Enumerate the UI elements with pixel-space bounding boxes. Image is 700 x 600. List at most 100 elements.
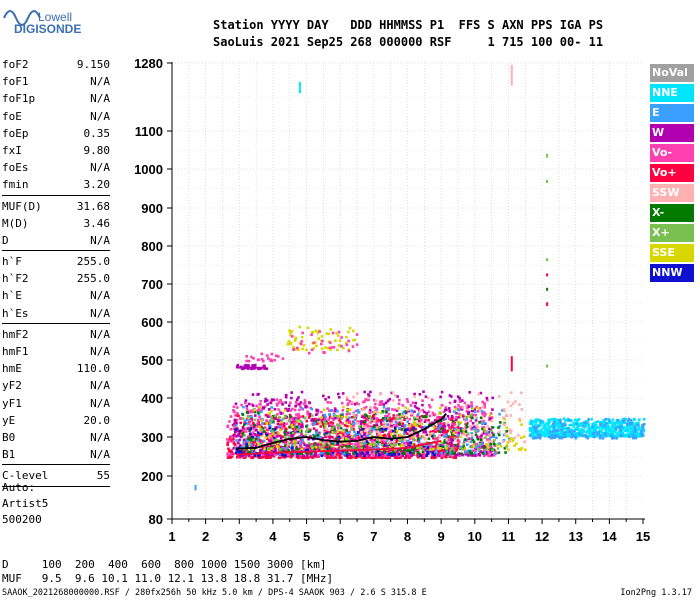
echo-pixel	[405, 398, 409, 401]
echo-pixel	[247, 402, 251, 406]
echo-pixel	[296, 398, 299, 401]
echo-pixel	[289, 415, 292, 418]
echo-pixel	[481, 426, 484, 429]
echo-pixel	[441, 433, 445, 437]
echo-pixel	[307, 441, 311, 445]
echo-pixel	[447, 450, 450, 454]
echo-pixel	[337, 438, 340, 442]
echo-pixel	[246, 418, 250, 421]
echo-pixel	[237, 432, 240, 436]
echo-pixel	[484, 436, 487, 439]
echo-pixel	[250, 409, 253, 412]
echo-pixel	[375, 407, 378, 410]
echo-stripe	[546, 179, 549, 183]
echo-pixel	[437, 429, 440, 433]
echo-pixel	[323, 420, 326, 424]
echo-pixel	[296, 419, 299, 423]
echo-pixel	[289, 409, 292, 412]
echo-pixel	[295, 445, 298, 449]
echo-pixel	[324, 417, 327, 421]
echo-pixel	[437, 422, 440, 425]
echo-pixel	[484, 430, 487, 433]
echo-pixel	[346, 418, 349, 422]
echo-pixel	[419, 445, 423, 448]
echo-pixel	[281, 453, 284, 457]
echo-pixel	[520, 391, 523, 395]
echo-pixel	[398, 398, 401, 402]
echo-pixel	[279, 412, 283, 415]
echo-pixel	[386, 399, 390, 402]
echo-pixel	[559, 421, 562, 424]
echo-pixel	[235, 406, 239, 409]
echo-pixel	[370, 452, 373, 455]
echo-pixel	[613, 423, 617, 427]
echo-pixel	[481, 400, 484, 404]
echo-pixel	[438, 436, 442, 439]
param-row: MUF(D) 31.68	[2, 198, 110, 215]
echo-pixel	[264, 397, 267, 401]
echo-pixel	[359, 425, 363, 428]
param-name: hmE	[2, 362, 22, 376]
param-value: 55	[96, 469, 110, 483]
x-tick-label: 14	[602, 529, 617, 544]
echo-pixel	[348, 453, 351, 457]
echo-pixel	[292, 427, 295, 430]
echo-pixel	[370, 435, 374, 438]
echo-pixel	[321, 414, 325, 417]
echo-pixel	[321, 417, 325, 420]
echo-pixel	[463, 447, 467, 450]
echo-pixel	[242, 438, 246, 442]
echo-pixel	[477, 392, 481, 396]
echo-pixel	[268, 426, 271, 430]
echo-pixel	[342, 451, 345, 455]
echo-pixel	[637, 435, 640, 438]
echo-pixel	[300, 390, 304, 394]
param-name: C-level	[2, 469, 49, 483]
echo-pixel	[505, 444, 509, 447]
echo-pixel	[616, 419, 620, 422]
echo-pixel	[409, 429, 412, 432]
echo-pixel	[492, 435, 496, 438]
echo-pixel	[550, 433, 554, 437]
echo-pixel	[341, 436, 344, 440]
echo-pixel	[420, 414, 424, 418]
echo-pixel	[279, 445, 283, 449]
echo-pixel	[462, 445, 466, 448]
echo-pixel	[461, 399, 464, 402]
echo-pixel	[333, 431, 336, 434]
echo-pixel	[369, 442, 373, 446]
echo-pixel	[329, 421, 333, 424]
echo-pixel	[284, 429, 287, 433]
echo-pixel	[375, 424, 379, 427]
echo-pixel	[249, 427, 253, 431]
echo-pixel	[543, 434, 547, 438]
echo-pixel	[468, 391, 471, 394]
echo-pixel	[491, 448, 494, 452]
echo-pixel	[439, 406, 442, 410]
echo-pixel	[427, 396, 430, 400]
echo-pixel	[455, 418, 458, 422]
echo-pixel	[550, 436, 553, 440]
echo-pixel	[267, 408, 271, 411]
echo-pixel	[410, 431, 414, 434]
echo-pixel	[280, 418, 283, 422]
echo-pixel	[253, 454, 257, 457]
echo-pixel	[366, 434, 370, 437]
echo-pixel	[296, 441, 299, 445]
echo-pixel	[561, 430, 565, 434]
echo-pixel	[305, 425, 308, 428]
echo-pixel	[298, 449, 301, 453]
echo-pixel	[483, 454, 486, 458]
echo-pixel	[396, 456, 399, 459]
echo-pixel	[454, 444, 457, 447]
echo-pixel	[283, 456, 287, 459]
param-value: N/A	[90, 448, 110, 462]
echo-pixel	[446, 448, 450, 452]
echo-pixel	[260, 357, 264, 361]
echo-pixel	[390, 429, 393, 432]
echo-pixel	[436, 437, 439, 441]
echo-pixel	[481, 452, 485, 455]
echo-pixel	[263, 454, 266, 458]
echo-pixel	[410, 426, 413, 430]
echo-pixel	[258, 454, 262, 458]
